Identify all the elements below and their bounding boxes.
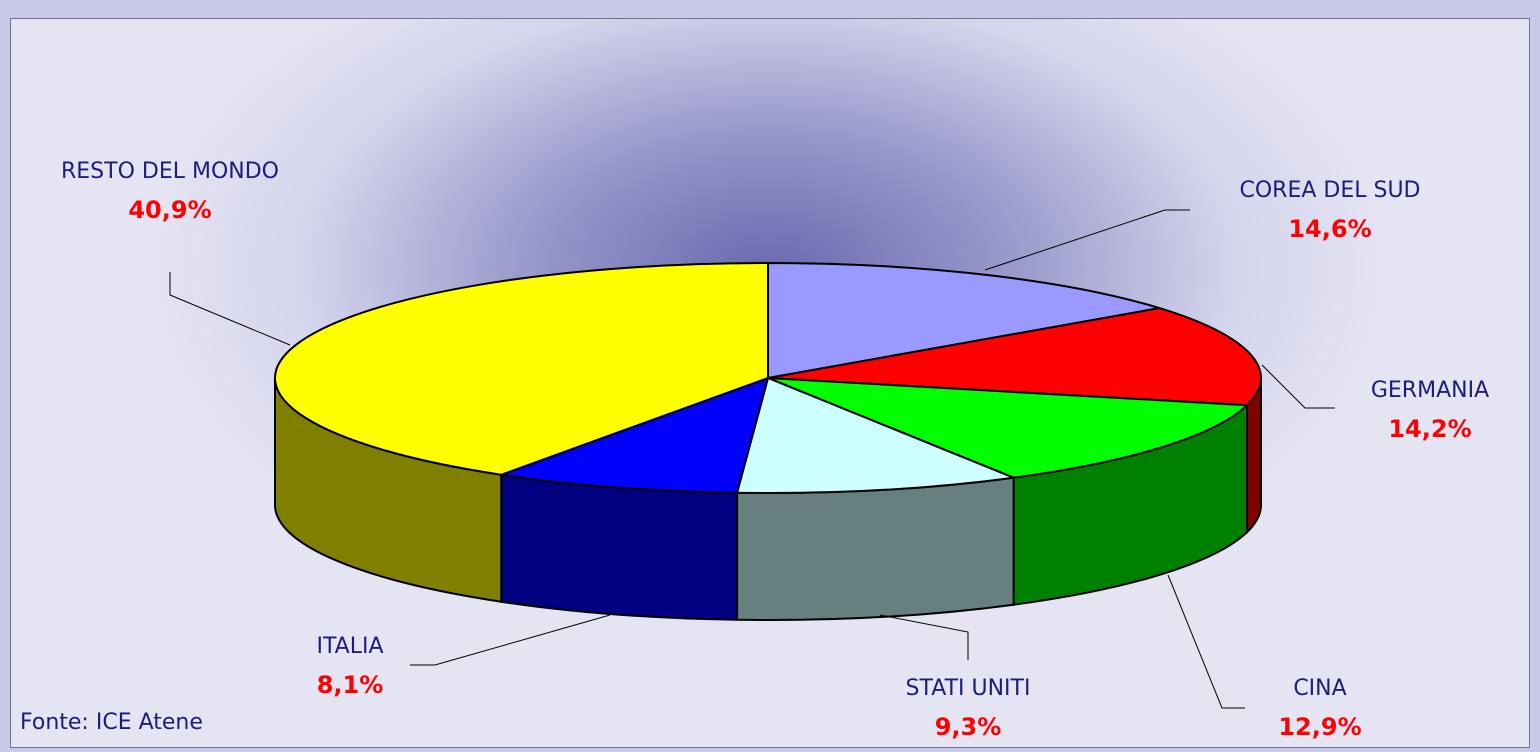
slice-label: RESTO DEL MONDO 40,9% [60,153,280,229]
category-label: ITALIA [316,634,384,659]
value-label: 9,3% [934,713,1002,741]
pie-slice-side [736,476,1015,621]
pie-slice-side [500,473,739,621]
leader-line [169,272,291,346]
category-label: RESTO DEL MONDO [60,159,279,184]
category-label: COREA DEL SUD [1239,178,1421,203]
value-label: 40,9% [128,196,212,224]
leader-line [410,614,611,666]
slice-label: COREA DEL SUD 14,6% [1180,172,1480,248]
pie-slice [767,377,1250,479]
slice-label: STATI UNITI 9,3% [848,670,1088,746]
pie-slice [735,376,1018,494]
slice-label: GERMANIA 14,2% [1320,372,1540,448]
category-label: CINA [1293,676,1347,701]
slice-label: CINA 12,9% [1220,670,1420,746]
pie-slice [500,376,770,494]
pie-slice [767,307,1262,407]
source-note: Fonte: ICE Atene [20,710,203,735]
category-label: STATI UNITI [905,676,1031,701]
leader-line [1167,574,1245,709]
category-label: GERMANIA [1370,378,1490,403]
value-label: 14,6% [1288,215,1372,243]
value-label: 8,1% [316,671,384,699]
leader-line [879,614,969,660]
leader-line [984,209,1190,271]
slice-label: ITALIA 8,1% [270,628,430,704]
leader-line [1261,364,1335,409]
pie-slice [767,261,1160,380]
value-label: 12,9% [1278,713,1362,741]
value-label: 14,2% [1388,415,1472,443]
pie-slice [274,261,769,476]
